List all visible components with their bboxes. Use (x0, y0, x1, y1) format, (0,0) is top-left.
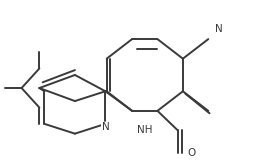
Text: N: N (102, 122, 109, 132)
Text: O: O (188, 148, 196, 158)
Text: NH: NH (137, 125, 153, 135)
Text: N: N (215, 23, 223, 34)
